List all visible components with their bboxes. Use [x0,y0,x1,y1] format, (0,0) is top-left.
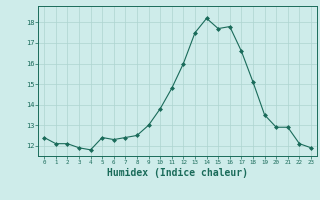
X-axis label: Humidex (Indice chaleur): Humidex (Indice chaleur) [107,168,248,178]
